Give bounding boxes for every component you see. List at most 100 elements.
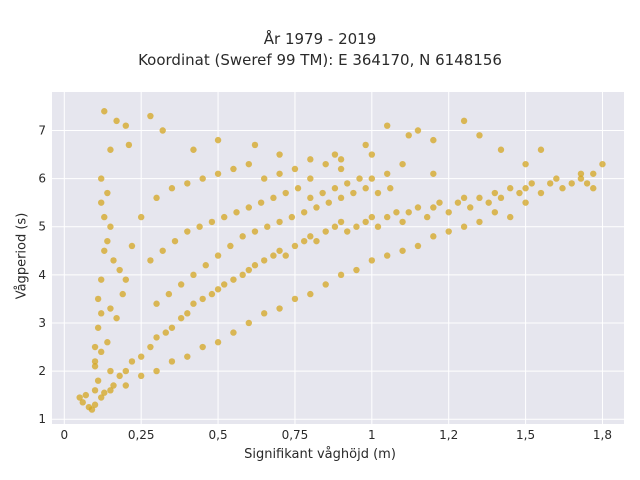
data-point bbox=[399, 160, 406, 168]
data-point bbox=[282, 189, 289, 197]
data-point bbox=[476, 218, 483, 226]
data-point bbox=[171, 237, 179, 245]
data-point bbox=[91, 401, 99, 408]
y-tick-label: 5 bbox=[38, 220, 46, 234]
data-point bbox=[113, 314, 120, 322]
data-point bbox=[590, 185, 597, 192]
data-point bbox=[260, 310, 268, 317]
data-point bbox=[104, 237, 111, 245]
data-point bbox=[153, 367, 160, 375]
data-point bbox=[230, 165, 237, 173]
data-point bbox=[113, 117, 120, 125]
data-point bbox=[288, 213, 296, 221]
data-point bbox=[159, 127, 166, 134]
data-point bbox=[325, 199, 332, 206]
data-point bbox=[147, 257, 154, 264]
data-point bbox=[331, 151, 339, 158]
data-point bbox=[264, 223, 271, 230]
data-point bbox=[362, 218, 369, 226]
y-tick-label: 6 bbox=[38, 172, 46, 186]
data-point bbox=[568, 180, 575, 187]
data-point bbox=[196, 223, 203, 230]
data-point bbox=[94, 324, 102, 331]
data-point bbox=[337, 194, 345, 202]
y-tick-label: 7 bbox=[38, 123, 46, 137]
data-point bbox=[110, 257, 117, 264]
data-point bbox=[337, 156, 345, 163]
data-point bbox=[245, 266, 253, 274]
data-point bbox=[497, 194, 505, 202]
chart-subtitle: Koordinat (Sweref 99 TM): E 364170, N 61… bbox=[138, 51, 502, 69]
data-point bbox=[344, 228, 351, 235]
data-point bbox=[476, 132, 483, 139]
data-point bbox=[300, 209, 308, 216]
data-point bbox=[110, 382, 117, 389]
data-point bbox=[291, 295, 299, 303]
data-point bbox=[331, 223, 339, 230]
data-point bbox=[322, 228, 329, 235]
data-point bbox=[199, 175, 206, 182]
data-point bbox=[405, 209, 412, 216]
data-point bbox=[98, 310, 105, 317]
data-point bbox=[199, 343, 206, 351]
data-point bbox=[276, 305, 283, 312]
data-point bbox=[399, 247, 406, 254]
data-point bbox=[251, 262, 259, 269]
data-point bbox=[368, 151, 376, 158]
data-point bbox=[485, 199, 492, 206]
data-point bbox=[276, 218, 283, 226]
data-point bbox=[107, 305, 114, 312]
data-point bbox=[98, 175, 105, 182]
data-point bbox=[214, 170, 222, 177]
data-point bbox=[199, 295, 206, 303]
data-point bbox=[300, 237, 308, 245]
data-point bbox=[276, 247, 283, 254]
data-point bbox=[88, 406, 96, 413]
data-point bbox=[337, 271, 345, 279]
data-point bbox=[553, 175, 560, 182]
data-point bbox=[101, 213, 108, 221]
x-tick-label: 1,8 bbox=[593, 428, 612, 442]
data-point bbox=[190, 271, 197, 279]
data-point bbox=[353, 266, 360, 274]
data-point bbox=[307, 290, 314, 298]
data-point bbox=[528, 180, 535, 187]
data-point bbox=[522, 199, 529, 206]
data-point bbox=[116, 266, 123, 274]
data-point bbox=[322, 281, 329, 288]
data-point bbox=[362, 185, 369, 192]
data-point bbox=[104, 339, 111, 346]
data-point bbox=[137, 353, 145, 360]
data-point bbox=[221, 213, 228, 221]
data-point bbox=[168, 185, 176, 192]
data-point bbox=[430, 170, 437, 177]
data-point bbox=[599, 160, 606, 168]
data-point bbox=[122, 122, 130, 129]
data-point bbox=[257, 199, 265, 206]
x-tick-label: 0,75 bbox=[282, 428, 309, 442]
data-point bbox=[368, 213, 376, 221]
data-point bbox=[260, 257, 268, 264]
x-tick-label: 0 bbox=[60, 428, 68, 442]
data-point bbox=[276, 151, 283, 158]
data-point bbox=[537, 146, 545, 153]
data-point bbox=[516, 189, 523, 197]
data-point bbox=[460, 223, 468, 230]
data-point bbox=[184, 310, 191, 317]
data-point bbox=[430, 136, 437, 144]
data-point bbox=[202, 262, 209, 269]
data-point bbox=[577, 175, 585, 182]
y-tick-label: 4 bbox=[38, 268, 46, 282]
data-point bbox=[307, 175, 314, 182]
data-point bbox=[307, 194, 314, 202]
data-point bbox=[94, 295, 102, 303]
data-point bbox=[190, 146, 197, 153]
data-point bbox=[168, 358, 176, 365]
data-point bbox=[119, 290, 126, 298]
data-point bbox=[98, 394, 105, 401]
data-point bbox=[430, 204, 437, 211]
data-point bbox=[368, 257, 376, 264]
data-point bbox=[239, 233, 246, 240]
data-point bbox=[546, 180, 554, 187]
data-point bbox=[270, 194, 277, 202]
